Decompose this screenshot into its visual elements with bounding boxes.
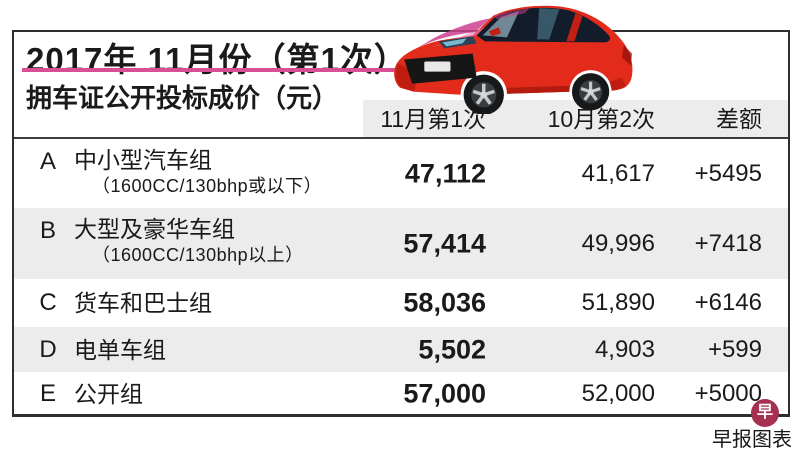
category-name: 货车和巴士组: [74, 290, 212, 316]
category-name-main: 大型及豪华车组: [74, 216, 235, 242]
category-name-main: 货车和巴士组: [74, 289, 212, 316]
category-name-sub: （1600CC/130bhp或以下）: [92, 176, 323, 197]
category-name-sub: （1600CC/130bhp以上）: [92, 245, 304, 266]
page-subtitle: 拥车证公开投标成价（元）: [26, 83, 339, 113]
category-name-main: 电单车组: [74, 336, 166, 363]
value-nov: 47,112: [404, 158, 486, 188]
value-diff: +5495: [694, 159, 762, 187]
column-header-oct: 10月第2次: [547, 106, 655, 132]
table-row-d: D 电单车组 5,502 4,903 +599: [12, 327, 790, 372]
header-divider-line: [12, 137, 790, 139]
category-code: B: [39, 217, 56, 244]
category-name: 公开组: [74, 380, 143, 406]
category-name: 大型及豪华车组 （1600CC/130bhp以上）: [74, 216, 304, 266]
value-nov: 5,502: [418, 334, 486, 364]
category-name: 电单车组: [74, 336, 166, 362]
red-hatchback-car-illustration: [394, 5, 633, 114]
category-code: E: [39, 379, 56, 407]
value-diff: +6146: [694, 289, 762, 316]
title-underline: [22, 68, 398, 72]
value-nov: 58,036: [403, 287, 486, 318]
credit-label: 早报图表: [712, 429, 792, 450]
value-diff: +5000: [694, 379, 762, 407]
value-diff: +599: [707, 335, 762, 363]
table-row-e: E 公开组 57,000 52,000 +5000: [12, 372, 790, 415]
value-oct: 4,903: [594, 335, 655, 363]
column-header-diff: 差额: [716, 106, 762, 132]
value-oct: 52,000: [581, 379, 655, 407]
value-nov: 57,000: [403, 378, 486, 408]
category-name-main: 中小型汽车组: [74, 147, 212, 173]
category-code: D: [39, 335, 57, 363]
table-row-c: C 货车和巴士组 58,036 51,890 +6146: [12, 279, 790, 327]
table-header-band: 11月第1次 10月第2次 差额: [363, 100, 790, 137]
value-diff: +7418: [694, 229, 762, 257]
category-code: C: [39, 289, 57, 316]
zaobao-logo-icon: 早: [751, 399, 779, 427]
category-name-main: 公开组: [74, 380, 143, 407]
category-code: A: [39, 148, 56, 175]
value-oct: 49,996: [581, 229, 655, 257]
column-header-nov: 11月第1次: [380, 106, 486, 132]
table-row-b: B 大型及豪华车组 （1600CC/130bhp以上） 57,414 49,99…: [12, 208, 790, 279]
table-row-a: A 中小型汽车组 （1600CC/130bhp或以下） 47,112 41,61…: [12, 139, 790, 208]
page-title: 2017年 11月份（第1次）: [26, 41, 408, 78]
value-oct: 51,890: [581, 289, 655, 316]
value-oct: 41,617: [581, 159, 655, 187]
category-name: 中小型汽车组 （1600CC/130bhp或以下）: [74, 147, 322, 197]
value-nov: 57,414: [403, 228, 486, 258]
